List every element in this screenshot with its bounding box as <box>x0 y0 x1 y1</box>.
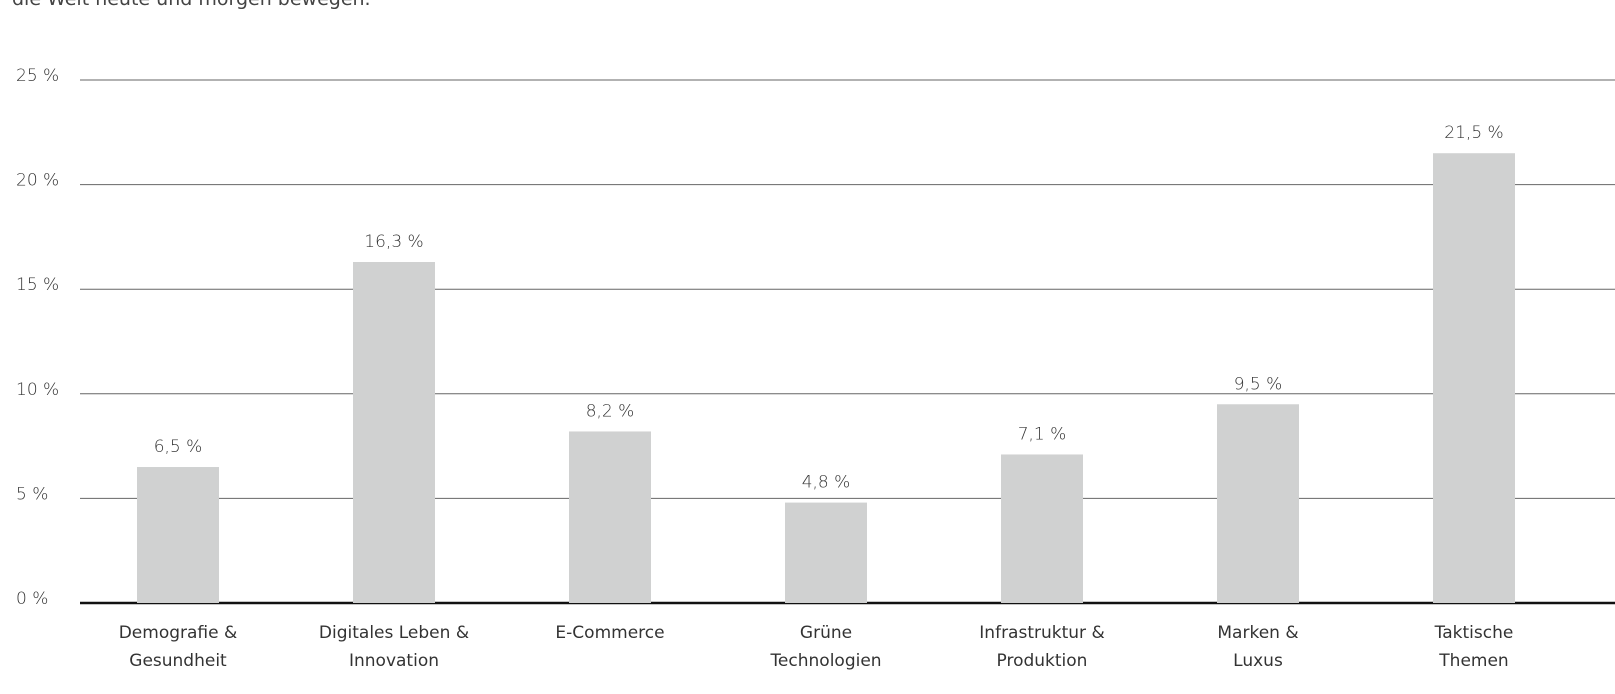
bar <box>785 503 867 603</box>
bar <box>1217 404 1299 603</box>
x-tick-label: Marken & Luxus <box>1163 619 1353 675</box>
bar <box>137 467 219 603</box>
y-tick-label: 20 % <box>16 171 59 191</box>
y-tick-label: 25 % <box>16 66 59 86</box>
y-tick-label: 0 % <box>16 589 48 609</box>
value-label: 16,3 % <box>364 232 423 252</box>
y-tick-label: 5 % <box>16 484 48 504</box>
y-tick-label: 15 % <box>16 275 59 295</box>
x-tick-label: Demografie & Gesundheit <box>83 619 273 675</box>
value-label: 9,5 % <box>1234 374 1283 394</box>
x-tick-label: Grüne Technologien <box>731 619 921 675</box>
bar <box>1001 454 1083 603</box>
value-label: 6,5 % <box>154 437 203 457</box>
y-tick-label: 10 % <box>16 380 59 400</box>
x-tick-label: Digitales Leben & Innovation <box>299 619 489 675</box>
chart-svg: 0 % 5 % 10 % 15 % 20 % 25 % 6,5 % 16,3 % 8,2 % 4,… <box>0 0 1615 694</box>
value-label: 21,5 % <box>1444 123 1503 143</box>
chart: 0 % 5 % 10 % 15 % 20 % 25 % 6,5 % 16,3 % 8,2 % 4,… <box>0 0 1615 694</box>
bar <box>353 262 435 603</box>
bar <box>1433 153 1515 603</box>
chart-subtitle: die Welt heute und morgen bewegen. <box>12 0 371 10</box>
bar <box>569 431 651 603</box>
value-label: 7,1 % <box>1018 424 1067 444</box>
x-tick-label: Taktische Themen <box>1379 619 1569 675</box>
x-tick-label: Infrastruktur & Produktion <box>947 619 1137 675</box>
value-label: 4,8 % <box>802 473 851 493</box>
x-tick-label: E-Commerce <box>515 619 705 647</box>
value-label: 8,2 % <box>586 401 635 421</box>
